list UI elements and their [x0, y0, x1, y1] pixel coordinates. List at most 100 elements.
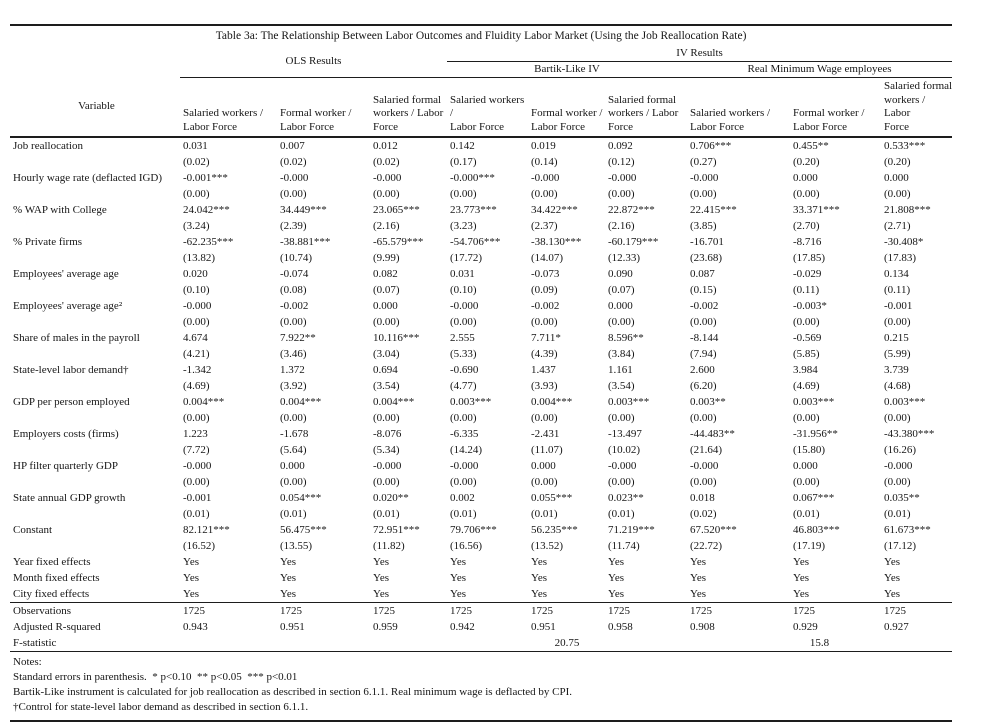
- stat-cell: 0.943: [183, 621, 208, 633]
- se-row: (0.00) (0.00) (0.00) (0.00) (0.00) (0.00) (0.0…: [10, 474, 952, 490]
- row-label-empty: [10, 186, 180, 202]
- row-label: F-statistic: [10, 635, 180, 652]
- stat-cell: 0.908: [690, 621, 715, 633]
- coef-cell: 22.415***: [690, 204, 737, 216]
- se-cell: (0.07): [608, 284, 635, 296]
- col-header-5: Formal worker / Labor Force: [528, 77, 605, 138]
- group-row-2: Bartik-Like IV Real Minimum Wage employe…: [10, 61, 953, 78]
- coef-cell: 0.003***: [884, 396, 926, 408]
- fe-cell: Yes: [690, 588, 707, 600]
- se-cell: (0.00): [280, 412, 307, 424]
- row-label-empty: [10, 442, 180, 458]
- coef-cell: 79.706***: [450, 524, 497, 536]
- fe-cell: Yes: [450, 572, 467, 584]
- stat-row: Adjusted R-squared 0.943 0.951 0.959 0.942 0.…: [10, 619, 952, 635]
- coef-cell: -0.000: [183, 300, 212, 312]
- se-cell: (0.15): [690, 284, 717, 296]
- coef-cell: -43.380***: [884, 428, 935, 440]
- fe-cell: Yes: [793, 556, 810, 568]
- note-line: Bartik-Like instrument is calculated for…: [13, 686, 573, 698]
- coef-cell: -0.000***: [450, 172, 495, 184]
- coef-cell: 56.235***: [531, 524, 578, 536]
- se-row: (0.00) (0.00) (0.00) (0.00) (0.00) (0.00) (0.0…: [10, 314, 952, 330]
- coef-cell: 0.000: [608, 300, 633, 312]
- coef-cell: -0.003*: [793, 300, 827, 312]
- coef-row: State annual GDP growth -0.001 0.054*** 0.0…: [10, 490, 952, 506]
- se-cell: (0.01): [373, 508, 400, 520]
- coef-cell: 0.023**: [608, 492, 644, 504]
- coef-cell: -1.342: [183, 364, 212, 376]
- se-cell: (4.21): [183, 348, 210, 360]
- variable-header: Variable: [10, 77, 180, 138]
- coef-cell: -8.716: [793, 236, 822, 248]
- row-label: State annual GDP growth: [13, 492, 126, 504]
- se-cell: (2.70): [793, 220, 820, 232]
- coef-cell: 33.371***: [793, 204, 840, 216]
- se-cell: (4.77): [450, 380, 477, 392]
- se-cell: (0.00): [793, 412, 820, 424]
- title-row: Table 3a: The Relationship Between Labor…: [10, 24, 953, 46]
- coef-cell: -16.701: [690, 236, 724, 248]
- coef-cell: 72.951***: [373, 524, 420, 536]
- coef-cell: 21.808***: [884, 204, 931, 216]
- se-cell: (13.52): [531, 540, 564, 552]
- stat-cell: 0.959: [373, 621, 398, 633]
- coef-row: State-level labor demand† -1.342 1.372 0.69…: [10, 362, 952, 378]
- se-cell: (3.24): [183, 220, 210, 232]
- coef-cell: 71.219***: [608, 524, 655, 536]
- se-cell: (0.01): [608, 508, 635, 520]
- row-label: % WAP with College: [13, 204, 107, 216]
- coef-cell: 0.054***: [280, 492, 322, 504]
- se-cell: (15.80): [793, 444, 826, 456]
- coef-cell: -0.001***: [183, 172, 228, 184]
- se-cell: (5.64): [280, 444, 307, 456]
- coef-cell: -0.690: [450, 364, 479, 376]
- coef-row: GDP per person employed 0.004*** 0.004*** 0…: [10, 394, 952, 410]
- se-cell: (3.23): [450, 220, 477, 232]
- fe-cell: Yes: [450, 588, 467, 600]
- coef-cell: -0.001: [884, 300, 913, 312]
- se-cell: (0.00): [450, 188, 477, 200]
- se-cell: (0.20): [884, 156, 911, 168]
- coef-row: Employers costs (firms) 1.223 -1.678 -8.076…: [10, 426, 952, 442]
- coef-cell: -0.000: [373, 172, 402, 184]
- coef-cell: -8.144: [690, 332, 719, 344]
- table-wrap: Table 3a: The Relationship Between Labor…: [10, 24, 953, 722]
- coef-cell: 1.161: [608, 364, 633, 376]
- coef-cell: 3.739: [884, 364, 909, 376]
- coef-cell: 0.055***: [531, 492, 573, 504]
- coef-cell: -0.569: [793, 332, 822, 344]
- coef-cell: -1.678: [280, 428, 309, 440]
- coef-row: Employees' average age² -0.000 -0.002 0.000…: [10, 298, 952, 314]
- se-cell: (5.85): [793, 348, 820, 360]
- fe-cell: Yes: [531, 556, 548, 568]
- coef-cell: -0.000: [690, 172, 719, 184]
- stat-cell: 1725: [605, 602, 687, 619]
- se-cell: (0.09): [531, 284, 558, 296]
- se-row: (16.52) (13.55) (11.82) (16.56) (13.52) (11.7…: [10, 538, 952, 554]
- row-label-empty: [10, 154, 180, 170]
- coef-row: Job reallocation 0.031 0.007 0.012 0.142 0.01…: [10, 137, 952, 154]
- se-cell: (0.01): [531, 508, 558, 520]
- se-cell: (0.01): [280, 508, 307, 520]
- coef-cell: 0.533***: [884, 140, 926, 152]
- coef-cell: 0.031: [450, 268, 475, 280]
- se-cell: (0.27): [690, 156, 717, 168]
- row-label-empty: [10, 282, 180, 298]
- se-cell: (5.99): [884, 348, 911, 360]
- se-cell: (3.54): [608, 380, 635, 392]
- se-cell: (16.56): [450, 540, 483, 552]
- fstat-bartik-value: 20.75: [447, 635, 687, 652]
- stat-cell: 0.927: [884, 621, 909, 633]
- coef-cell: -8.076: [373, 428, 402, 440]
- row-label-empty: [10, 506, 180, 522]
- coef-cell: -0.073: [531, 268, 560, 280]
- se-cell: (5.33): [450, 348, 477, 360]
- se-cell: (2.16): [608, 220, 635, 232]
- coef-cell: -0.000: [183, 460, 212, 472]
- fe-cell: Yes: [884, 588, 901, 600]
- stat-row: Observations 1725 1725 1725 1725 1725 1725 1725…: [10, 602, 953, 619]
- se-cell: (4.69): [183, 380, 210, 392]
- coef-row: % WAP with College 24.042*** 34.449*** 23.0…: [10, 202, 952, 218]
- se-cell: (0.00): [450, 412, 477, 424]
